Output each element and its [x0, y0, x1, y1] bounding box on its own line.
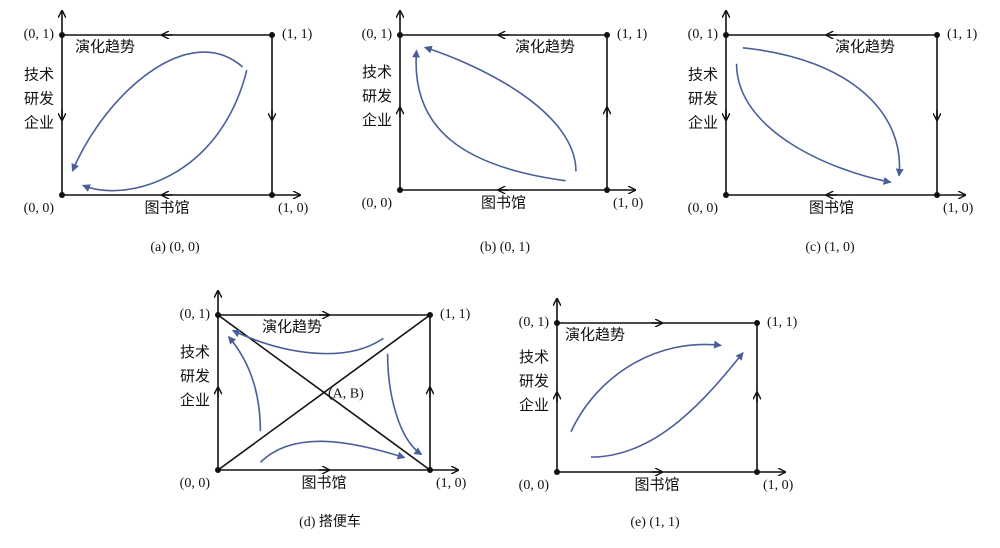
y-label: 研发 — [519, 372, 549, 390]
corner-label: (0, 0) — [24, 201, 55, 216]
y-label: 技术 — [362, 63, 392, 81]
corner-label: (0, 0) — [362, 196, 393, 211]
corner-dot — [269, 192, 275, 198]
y-label: 企业 — [688, 114, 718, 132]
caption: (c) (1, 0) — [805, 240, 855, 255]
trajectory — [423, 45, 577, 172]
corner-label: (1, 1) — [617, 27, 648, 42]
corner-dot — [754, 320, 760, 326]
corner-dot — [554, 469, 560, 475]
corner-dot — [397, 32, 403, 38]
x-label: 图书馆 — [809, 199, 854, 217]
trend-label: 演化趋势 — [565, 326, 625, 344]
trajectory — [71, 51, 244, 172]
corner-label: (0, 1) — [24, 27, 55, 42]
corner-label: (1, 0) — [943, 201, 974, 216]
corner-label: (1, 0) — [278, 201, 309, 216]
corner-label: (1, 0) — [436, 476, 467, 491]
y-label: 研发 — [688, 90, 718, 108]
corner-label: (1, 1) — [947, 27, 978, 42]
corner-dot — [59, 32, 65, 38]
trajectory — [742, 47, 904, 177]
corner-label: (0, 1) — [180, 307, 211, 322]
y-label: 技术 — [688, 66, 718, 84]
corner-dot — [427, 467, 433, 473]
corner-dot — [723, 192, 729, 198]
caption: (d) 搭便车 — [299, 513, 361, 530]
corner-dot — [723, 32, 729, 38]
y-label: 企业 — [24, 114, 54, 132]
corner-dot — [215, 467, 221, 473]
x-label: 图书馆 — [634, 476, 679, 494]
y-label: 企业 — [180, 391, 210, 409]
corner-dot — [427, 312, 433, 318]
y-label: 研发 — [362, 87, 392, 105]
y-label: 技术 — [180, 343, 210, 361]
corner-label: (0, 1) — [688, 27, 719, 42]
corner-dot — [215, 312, 221, 318]
corner-label: (0, 1) — [362, 27, 393, 42]
trajectory — [231, 329, 384, 355]
trajectory — [735, 63, 892, 185]
corner-dot — [934, 32, 940, 38]
corner-label: (0, 1) — [519, 315, 550, 330]
y-label: 技术 — [24, 66, 54, 84]
corner-dot — [604, 32, 610, 38]
corner-label: (0, 0) — [519, 478, 550, 493]
corner-dot — [554, 320, 560, 326]
corner-label: (1, 1) — [767, 315, 798, 330]
x-label: 图书馆 — [301, 474, 346, 492]
trajectory — [570, 340, 722, 433]
trend-label: 演化趋势 — [262, 318, 322, 336]
corner-label: (0, 0) — [180, 476, 211, 491]
corner-label: (0, 0) — [688, 201, 719, 216]
trajectory — [227, 335, 262, 432]
corner-label: (1, 0) — [763, 478, 794, 493]
corner-label: (1, 1) — [440, 307, 471, 322]
y-label: 研发 — [180, 367, 210, 385]
corner-dot — [59, 192, 65, 198]
corner-dot — [934, 192, 940, 198]
corner-dot — [269, 32, 275, 38]
caption: (a) (0, 0) — [150, 240, 200, 255]
x-label: 图书馆 — [144, 199, 189, 217]
corner-dot — [604, 187, 610, 193]
trajectory — [82, 70, 248, 192]
corner-dot — [754, 469, 760, 475]
trend-label: 演化趋势 — [515, 38, 575, 56]
trajectory — [259, 440, 406, 463]
trajectory — [386, 353, 423, 456]
y-label: 技术 — [519, 348, 549, 366]
corner-label: (1, 0) — [613, 196, 644, 211]
y-label: 研发 — [24, 90, 54, 108]
y-label: 企业 — [362, 111, 392, 129]
corner-dot — [397, 187, 403, 193]
x-label: 图书馆 — [481, 194, 526, 212]
trend-label: 演化趋势 — [75, 38, 135, 56]
saddle-label: (A, B) — [328, 387, 364, 402]
trend-label: 演化趋势 — [835, 38, 895, 56]
trajectory — [412, 49, 566, 182]
corner-label: (1, 1) — [282, 27, 313, 42]
diagonal — [217, 314, 431, 471]
y-label: 企业 — [519, 396, 549, 414]
trajectory — [590, 352, 744, 458]
caption: (e) (1, 1) — [630, 515, 680, 530]
caption: (b) (0, 1) — [480, 240, 530, 255]
